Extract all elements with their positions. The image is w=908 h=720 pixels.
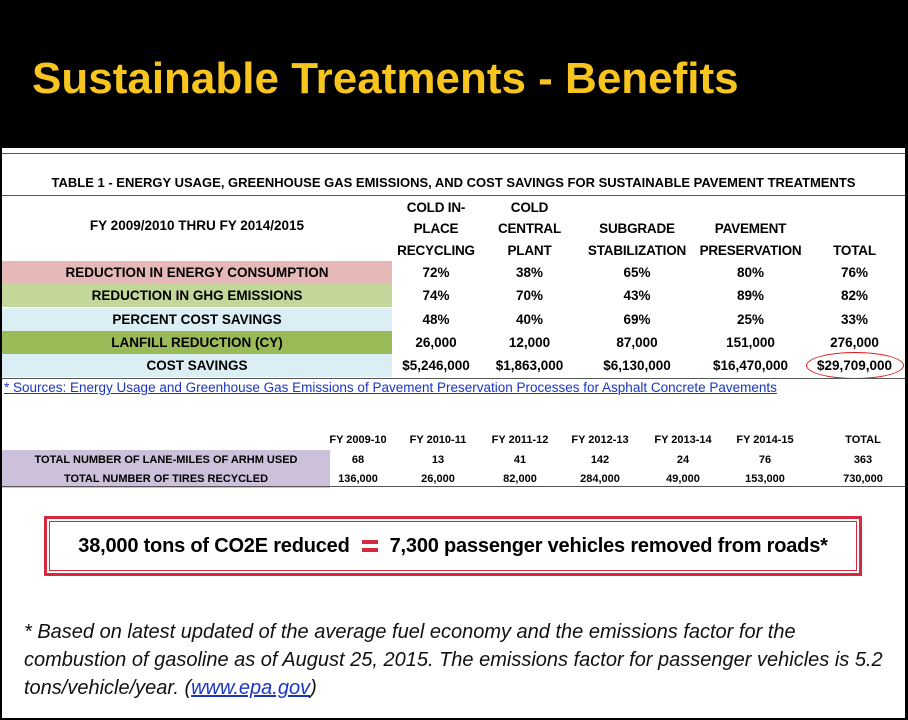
table-cell: 76%: [840, 265, 869, 280]
footnote-text: * Based on latest updated of the average…: [24, 621, 883, 699]
column-header: SUBGRADE STABILIZATION: [577, 196, 697, 261]
table-cell: 82,000: [503, 473, 537, 485]
highlight-circle: [806, 352, 904, 379]
table1-title: TABLE 1 - ENERGY USAGE, GREENHOUSE GAS E…: [51, 175, 856, 190]
table-cell: 151,000: [726, 334, 775, 350]
table-cell: 25%: [736, 311, 765, 327]
table-cell: $6,130,000: [603, 358, 671, 374]
table-cell: 40%: [515, 311, 544, 327]
table-cell: 136,000: [338, 473, 378, 485]
column-header: FY 2009-10: [329, 434, 387, 446]
table-cell: $16,470,000: [712, 358, 789, 374]
table-cell: 730,000: [843, 473, 883, 485]
table-cell: 41: [513, 454, 527, 466]
table-cell: 49,000: [666, 473, 700, 485]
table-cell: 74%: [422, 288, 450, 304]
table-cell: 12,000: [508, 334, 551, 350]
column-header: FY 2010-11: [409, 434, 467, 446]
footnote-end: ): [310, 677, 317, 699]
table-cell: 48%: [422, 311, 450, 327]
table-cell: 69%: [623, 311, 651, 327]
row-label: TOTAL NUMBER OF TIRES RECYCLED: [63, 473, 269, 485]
column-header-line: CENTRAL: [497, 221, 562, 236]
column-header-line: COLD: [510, 199, 549, 215]
table-cell: 13: [431, 454, 445, 466]
table-cell: 82%: [840, 288, 869, 304]
column-header-line: PAVEMENT: [714, 221, 787, 236]
table-cell: 24: [676, 454, 690, 466]
row-label: REDUCTION IN ENERGY CONSUMPTION: [2, 261, 392, 284]
equals-icon: [361, 540, 378, 552]
table-cell: 363: [853, 454, 873, 466]
footnote: * Based on latest updated of the average…: [24, 618, 894, 702]
table-cell: 43%: [623, 288, 651, 304]
row-label: COST SAVINGS: [2, 354, 392, 378]
table-cell: 89%: [736, 288, 765, 304]
source-link[interactable]: * Sources: Energy Usage and Greenhouse G…: [4, 380, 777, 395]
slide-header: Sustainable Treatments - Benefits: [0, 0, 908, 148]
table-cell: 276,000: [830, 334, 879, 350]
column-header: FY 2014-15: [736, 434, 794, 446]
table-cell: 76: [758, 454, 772, 466]
table-cell: $1,863,000: [495, 358, 564, 374]
row-label: REDUCTION IN GHG EMISSIONS: [2, 284, 392, 308]
column-header-line: SUBGRADE STABILIZATION: [587, 221, 687, 258]
column-header: FY 2011-12: [491, 434, 549, 446]
column-header: PAVEMENT PRESERVATION: [697, 196, 804, 261]
column-header-line: TOTAL: [833, 242, 876, 258]
column-header-line: PLACE: [413, 221, 459, 236]
table-cell: $5,246,000: [402, 358, 470, 374]
table-cell: 153,000: [745, 473, 785, 485]
table-cell: 142: [590, 454, 610, 466]
column-header-line: RECYCLING: [397, 242, 475, 258]
column-header: COLD CENTRAL PLANT: [482, 196, 577, 261]
column-header-line: PRESERVATION: [699, 242, 802, 258]
table-cell: 65%: [623, 265, 651, 280]
table-cell: 80%: [736, 265, 765, 280]
column-header-line: PLANT: [507, 242, 552, 258]
callout-box: 38,000 tons of CO2E reduced 7,300 passen…: [44, 516, 862, 576]
table-cell: 33%: [840, 311, 869, 327]
table-cell: 87,000: [616, 334, 658, 350]
table-cell: 72%: [422, 265, 450, 280]
row-label: PERCENT COST SAVINGS: [2, 307, 392, 331]
row-label: TOTAL NUMBER OF LANE-MILES OF ARHM USED: [34, 454, 298, 466]
label-background: [2, 450, 330, 488]
callout-left: 38,000 tons of CO2E reduced: [78, 534, 350, 557]
table-cell: 284,000: [580, 473, 620, 485]
row-label: LANFILL REDUCTION (CY): [2, 330, 392, 354]
table-cell: 68: [351, 454, 365, 466]
slide-body: TABLE 1 - ENERGY USAGE, GREENHOUSE GAS E…: [2, 148, 905, 718]
column-header: FY 2013-14: [654, 434, 712, 446]
column-header-line: COLD IN-: [406, 199, 466, 215]
column-header: TOTAL: [845, 434, 881, 446]
table-cell: 26,000: [421, 473, 455, 485]
table-cell: 38%: [515, 265, 544, 280]
period-label: FY 2009/2010 THRU FY 2014/2015: [89, 218, 305, 233]
callout-right: 7,300 passenger vehicles removed from ro…: [389, 534, 828, 557]
epa-link[interactable]: www.epa.gov: [191, 677, 311, 699]
slide-title: Sustainable Treatments - Benefits: [32, 54, 739, 103]
column-header: TOTAL: [804, 196, 905, 261]
column-header: COLD IN- PLACE RECYCLING: [390, 196, 482, 261]
table-cell: 26,000: [415, 334, 457, 350]
table-cell: 70%: [515, 288, 544, 304]
column-header: FY 2012-13: [571, 434, 629, 446]
